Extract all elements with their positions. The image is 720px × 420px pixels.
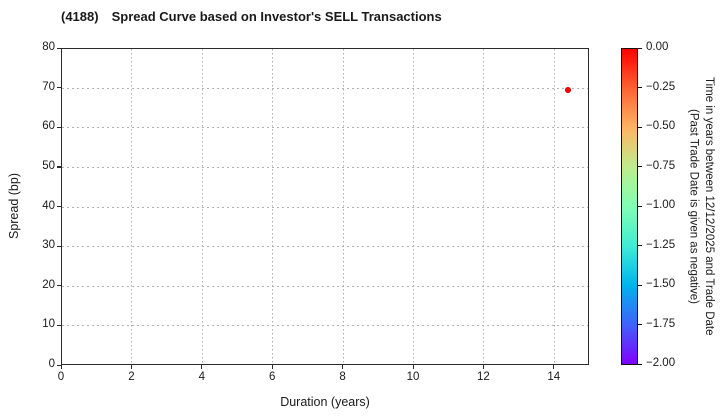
y-gridline — [62, 246, 588, 248]
y-tick-label: 30 — [42, 239, 55, 252]
x-tick-label: 10 — [406, 371, 420, 383]
colorbar-tick-mark — [638, 324, 642, 326]
colorbar-tick-label: −1.25 — [646, 238, 676, 251]
y-tick-mark — [57, 126, 61, 128]
colorbar-tick-label: −1.00 — [646, 199, 676, 211]
x-tick-mark — [482, 365, 485, 369]
colorbar-tick-mark — [638, 363, 642, 365]
x-tick-label: 6 — [268, 371, 276, 383]
colorbar-tick-label: −0.75 — [646, 159, 676, 172]
colorbar-tick-mark — [638, 47, 642, 49]
ticker-code: (4188) — [61, 9, 99, 24]
x-tick-label: 2 — [128, 371, 135, 383]
y-tick-mark — [57, 206, 61, 208]
y-tick-label: 40 — [42, 199, 55, 212]
y-tick-mark — [57, 166, 61, 168]
y-tick-mark — [57, 364, 61, 366]
colorbar-tick-label: −1.50 — [646, 278, 676, 290]
y-gridline — [62, 166, 588, 168]
x-tick-label: 14 — [547, 371, 561, 383]
colorbar-tick-label: 0.00 — [646, 41, 669, 53]
chart-title: (4188) Spread Curve based on Investor's S… — [61, 9, 442, 24]
colorbar-axis-title: Time in years between 12/12/2025 and Tra… — [682, 48, 716, 365]
colorbar-tick-label: −1.75 — [646, 317, 676, 330]
x-axis-title: Duration (years) — [280, 395, 370, 409]
colorbar-tick-mark — [638, 245, 642, 247]
colorbar-title-line2: (Past Trade Date is given as negative) — [687, 109, 700, 304]
x-tick-mark — [553, 365, 555, 369]
y-gridline — [62, 87, 588, 89]
y-tick-label: 60 — [42, 120, 55, 133]
y-gridline — [62, 127, 588, 129]
x-tick-mark — [412, 365, 414, 369]
y-tick-label: 20 — [42, 278, 55, 291]
colorbar-tick-label: −0.50 — [646, 120, 676, 132]
y-tick-label: 70 — [42, 80, 55, 93]
colorbar-tick-mark — [638, 205, 642, 207]
x-tick-label: 8 — [339, 371, 346, 383]
colorbar-tick-label: −2.00 — [646, 357, 676, 369]
x-tick-mark — [201, 365, 203, 369]
y-tick-mark — [57, 324, 61, 327]
colorbar-tick-mark — [638, 284, 642, 286]
colorbar-gradient — [621, 48, 638, 365]
x-tick-mark — [60, 365, 62, 369]
colorbar-title-line1: Time in years between 12/12/2025 and Tra… — [703, 77, 715, 336]
x-tick-label: 12 — [476, 371, 490, 383]
y-tick-mark — [57, 47, 61, 49]
colorbar-tick-mark — [638, 87, 642, 89]
colorbar-tick-mark — [638, 126, 642, 128]
x-tick-mark — [342, 365, 344, 369]
y-tick-label: 0 — [48, 358, 55, 370]
y-gridline — [62, 206, 588, 208]
data-point — [564, 87, 571, 94]
y-tick-mark — [57, 245, 61, 247]
y-tick-mark — [57, 285, 61, 287]
x-tick-label: 0 — [57, 371, 65, 383]
x-tick-label: 4 — [198, 371, 205, 383]
x-tick-mark — [130, 365, 133, 369]
y-tick-label: 10 — [42, 318, 55, 331]
y-tick-label: 50 — [42, 159, 55, 172]
colorbar-tick-mark — [638, 166, 642, 168]
colorbar-tick-label: −0.25 — [646, 80, 676, 93]
y-gridline — [62, 325, 588, 327]
y-tick-mark — [57, 87, 61, 89]
chart-title-text: Spread Curve based on Investor's SELL Tr… — [111, 9, 442, 24]
x-tick-mark — [271, 365, 273, 369]
y-gridline — [62, 285, 588, 287]
y-tick-label: 80 — [42, 41, 55, 53]
